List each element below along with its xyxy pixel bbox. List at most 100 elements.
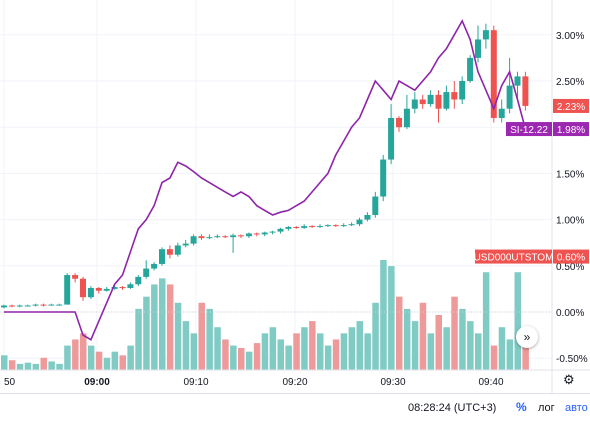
volume-bar bbox=[143, 296, 150, 370]
candle-body bbox=[506, 85, 513, 109]
volume-bar bbox=[293, 333, 300, 370]
candle-body bbox=[135, 276, 142, 285]
log-scale-button[interactable]: лог bbox=[538, 402, 555, 414]
time-axis-label: 09:00 bbox=[84, 377, 110, 388]
candle-body bbox=[451, 92, 458, 100]
volume-bar bbox=[198, 302, 205, 370]
candle-body bbox=[475, 39, 481, 58]
candle-body bbox=[411, 99, 418, 109]
volume-bar bbox=[317, 333, 324, 370]
candle-body bbox=[222, 236, 229, 238]
symbol-value-badge-si: 1.98% bbox=[557, 125, 585, 136]
volume-bar bbox=[111, 351, 119, 370]
volume-bar bbox=[506, 339, 514, 370]
symbol-badge-si-bg bbox=[506, 122, 552, 137]
candle-body bbox=[301, 226, 308, 228]
candle-body bbox=[253, 233, 260, 235]
chart-canvas[interactable]: 3.00%2.50%2.00%1.50%1.00%0.50%0.00%-0.50… bbox=[0, 0, 590, 393]
price-axis-label: 3.00% bbox=[556, 31, 584, 42]
symbol-badge-si: SI-12.22 bbox=[510, 125, 548, 136]
symbol-value-badge-usd-bg bbox=[553, 249, 589, 264]
volume-bar bbox=[435, 315, 442, 370]
volume-bar bbox=[309, 321, 316, 370]
price-axis-label: 1.50% bbox=[556, 169, 584, 180]
scroll-to-realtime-button[interactable]: » bbox=[516, 326, 538, 348]
volume-bar bbox=[324, 345, 332, 370]
candle-body bbox=[64, 275, 71, 305]
candle-body bbox=[182, 243, 189, 246]
candle-body bbox=[80, 278, 86, 298]
volume-bar bbox=[522, 333, 529, 370]
volume-bar bbox=[80, 333, 87, 370]
symbol-value-badge-usd: 0.60% bbox=[557, 253, 585, 264]
volume-bar bbox=[151, 284, 158, 370]
percent-scale-button[interactable]: % bbox=[516, 400, 527, 414]
candle-body bbox=[482, 30, 489, 40]
symbol-value-badge-si-bg bbox=[553, 122, 589, 137]
volume-bar bbox=[24, 362, 32, 370]
candle-body bbox=[443, 92, 450, 109]
symbol-badge-usd: USD000UTSTOM bbox=[474, 253, 554, 264]
volume-bar bbox=[285, 345, 292, 370]
candle-body bbox=[419, 99, 426, 105]
volume-bar bbox=[403, 308, 411, 370]
volume-bar bbox=[206, 308, 213, 370]
comparison-line bbox=[4, 19, 527, 341]
last-price-badge-bg bbox=[553, 98, 589, 113]
volume-bar bbox=[182, 321, 190, 370]
candle-body bbox=[245, 233, 252, 237]
volume-bar bbox=[467, 321, 474, 370]
volume-bar bbox=[159, 278, 166, 370]
candle-body bbox=[174, 245, 181, 255]
volume-bar bbox=[459, 308, 466, 370]
volume-bar bbox=[1, 355, 8, 370]
volume-bar bbox=[269, 327, 277, 370]
candle-body bbox=[230, 235, 237, 238]
candle-body bbox=[285, 226, 292, 229]
candle-body bbox=[40, 304, 47, 306]
candle-body bbox=[1, 305, 7, 308]
volume-bar bbox=[253, 343, 261, 370]
price-axis-label: 1.00% bbox=[556, 216, 584, 227]
candle-body bbox=[435, 94, 442, 109]
volume-bar bbox=[372, 302, 379, 370]
candle-body bbox=[364, 214, 371, 220]
candle-body bbox=[143, 268, 150, 277]
gear-icon[interactable]: ⚙ bbox=[563, 372, 575, 387]
candle-body bbox=[127, 284, 134, 288]
candle-body bbox=[198, 236, 205, 239]
volume-bar bbox=[95, 351, 103, 370]
candle-body bbox=[403, 108, 410, 128]
candle-body bbox=[32, 304, 39, 306]
candle-body bbox=[332, 225, 339, 227]
candle-body bbox=[277, 228, 284, 232]
auto-scale-button[interactable]: авто bbox=[565, 402, 588, 414]
volume-bar bbox=[380, 260, 387, 370]
volume-bar bbox=[32, 363, 40, 370]
volume-bar bbox=[230, 345, 237, 370]
volume-bar bbox=[72, 339, 79, 370]
volume-bar bbox=[16, 363, 24, 370]
candle-body bbox=[514, 76, 521, 86]
candle-body bbox=[166, 249, 173, 255]
volume-bar bbox=[482, 272, 490, 370]
candle-body bbox=[238, 235, 244, 237]
candle-body bbox=[317, 226, 323, 228]
volume-bar bbox=[332, 339, 340, 370]
candle-body bbox=[348, 224, 355, 226]
candle-body bbox=[388, 117, 395, 160]
candle-body bbox=[214, 236, 221, 238]
price-axis-label: -0.50% bbox=[556, 354, 588, 365]
volume-bar bbox=[190, 333, 198, 370]
candle-body bbox=[48, 304, 55, 306]
volume-bar bbox=[166, 284, 174, 370]
clock-readout: 08:28:24 (UTC+3) bbox=[408, 402, 497, 414]
candle-body bbox=[103, 288, 110, 291]
candle-body bbox=[356, 219, 363, 225]
time-axis-label: 09:30 bbox=[380, 377, 405, 388]
volume-bar bbox=[48, 361, 55, 370]
last-price-badge: 2.23% bbox=[557, 102, 585, 113]
candle-body bbox=[24, 305, 31, 307]
volume-bar bbox=[174, 302, 182, 370]
volume-bar bbox=[427, 333, 435, 370]
